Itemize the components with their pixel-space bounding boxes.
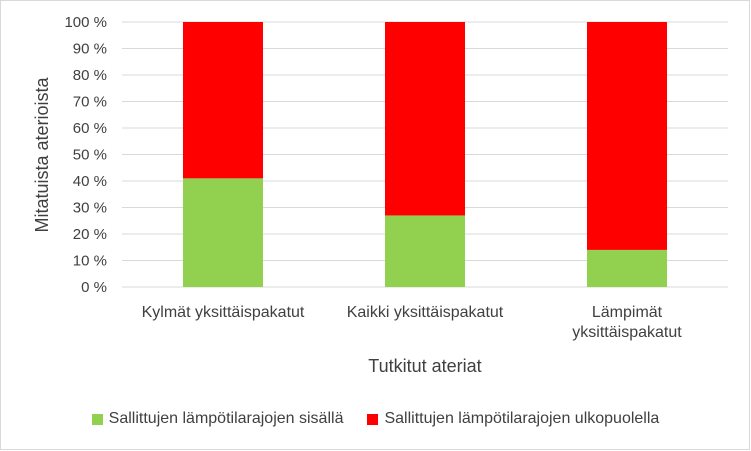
bars <box>183 22 667 287</box>
bar-segment <box>385 22 465 216</box>
legend-item-outside: Sallittujen lämpötilarajojen ulkopuolell… <box>367 410 659 428</box>
y-tick-label: 0 % <box>81 279 107 296</box>
legend-label-outside: Sallittujen lämpötilarajojen ulkopuolell… <box>384 410 660 427</box>
y-tick-label: 50 % <box>73 147 107 164</box>
legend-swatch-inside <box>91 413 103 425</box>
y-tick-label: 80 % <box>73 67 107 84</box>
x-category-label: Kaikki yksittäispakatut <box>347 304 504 321</box>
bar-segment <box>183 22 263 179</box>
legend-label-inside: Sallittujen lämpötilarajojen sisällä <box>108 410 344 427</box>
x-axis-title: Tutkitut ateriat <box>368 356 481 376</box>
x-axis-categories: Kylmät yksittäispakatut Kaikki yksittäisp… <box>142 304 683 341</box>
y-tick-label: 70 % <box>73 94 107 111</box>
legend-item-inside: Sallittujen lämpötilarajojen sisällä <box>91 410 344 428</box>
x-category-label: Lämpimät yksittäispakatut <box>572 304 682 341</box>
y-axis-ticks: 0 % 10 % 20 % 30 % 40 % 50 % 60 % 70 % 80 % 90 % 1… <box>64 14 107 296</box>
legend-swatch-outside <box>367 413 379 425</box>
y-tick-label: 30 % <box>73 200 107 217</box>
y-tick-label: 20 % <box>73 226 107 243</box>
bar-segment <box>587 22 667 250</box>
y-axis-title: Mitatuista aterioista <box>32 76 52 232</box>
y-tick-label: 100 % <box>64 14 107 31</box>
bar-segment <box>385 215 465 287</box>
y-tick-label: 10 % <box>73 253 107 270</box>
y-tick-label: 40 % <box>73 173 107 190</box>
y-tick-label: 90 % <box>73 41 107 58</box>
legend: Sallittujen lämpötilarajojen sisällä Sal… <box>0 410 751 428</box>
y-tick-label: 60 % <box>73 120 107 137</box>
bar-segment <box>183 178 263 287</box>
x-category-label: Kylmät yksittäispakatut <box>142 304 305 321</box>
bar-segment <box>587 249 667 287</box>
